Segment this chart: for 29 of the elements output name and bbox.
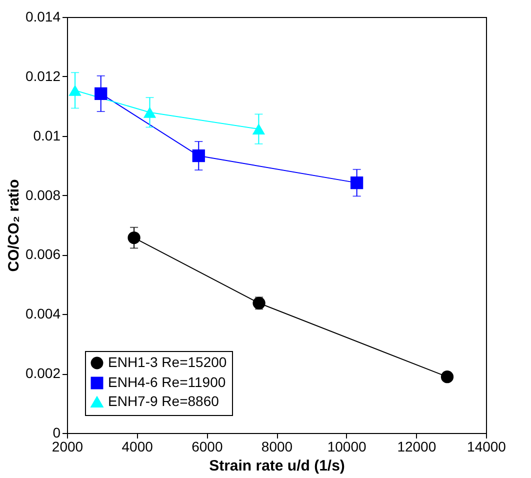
point	[128, 231, 140, 244]
x-tick-label: 12000	[397, 438, 436, 454]
point	[68, 84, 82, 96]
x-tick-label: 2000	[52, 438, 84, 454]
y-tick-label: 0.006	[25, 246, 61, 262]
y-tick-label: 0.01	[33, 127, 61, 144]
x-tick-label: 4000	[122, 438, 154, 454]
y-tick-label: 0.014	[25, 8, 61, 24]
x-axis-title: Strain rate u/d (1/s)	[209, 458, 345, 474]
point	[252, 296, 266, 310]
point	[143, 106, 156, 118]
point	[94, 87, 108, 100]
point	[440, 370, 454, 384]
legend-label: ENH4-6 Re=11900	[108, 374, 226, 390]
y-axis-title: CO/CO₂ ratio	[5, 179, 22, 272]
x-tick-label: 6000	[192, 438, 223, 454]
x-tick-label: 14000	[467, 438, 506, 454]
y-tick-label: 0	[52, 424, 61, 440]
legend-label: ENH7-9 Re=8860	[108, 393, 220, 409]
y-tick-label: 0.002	[25, 365, 61, 382]
point	[252, 124, 266, 134]
point	[192, 149, 205, 162]
legend-label: ENH1-3 Re=15200	[108, 354, 227, 370]
y-tick-label: 0.012	[25, 68, 61, 84]
y-tick-label: 0.008	[25, 186, 61, 203]
x-tick-label: 8000	[261, 438, 293, 454]
y-tick-label: 0.004	[25, 306, 61, 322]
x-tick-label: 10000	[327, 438, 367, 454]
point	[350, 176, 364, 190]
